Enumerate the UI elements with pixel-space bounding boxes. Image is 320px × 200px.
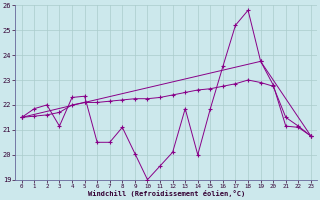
X-axis label: Windchill (Refroidissement éolien,°C): Windchill (Refroidissement éolien,°C)	[88, 190, 245, 197]
